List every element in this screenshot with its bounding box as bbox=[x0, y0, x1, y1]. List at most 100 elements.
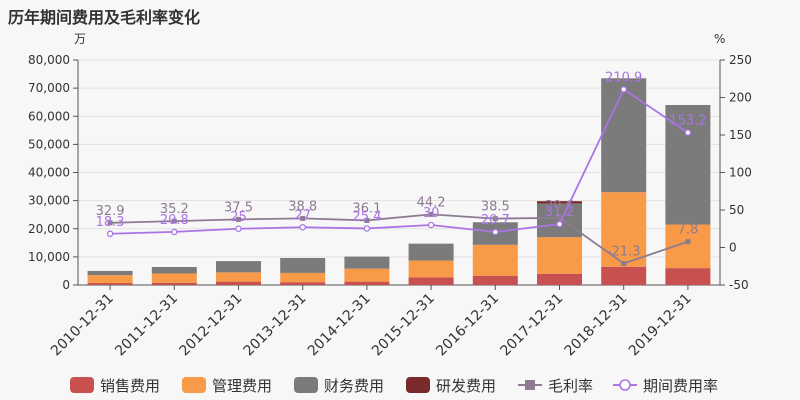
y-axis-unit: 万 bbox=[74, 32, 86, 46]
line-point bbox=[557, 215, 562, 221]
bar bbox=[665, 105, 711, 225]
y2-axis-unit: % bbox=[714, 32, 725, 46]
line-point bbox=[620, 86, 627, 93]
line-point bbox=[556, 220, 563, 228]
line-point bbox=[684, 129, 692, 136]
data-label: 20.8 bbox=[160, 213, 189, 228]
chart-title: 历年期间费用及毛利率变化 bbox=[8, 8, 201, 27]
line-point bbox=[621, 260, 627, 266]
data-label: 36.1 bbox=[352, 201, 381, 216]
bar bbox=[601, 266, 647, 285]
y2-tick-label: 50 bbox=[729, 203, 744, 217]
bar bbox=[537, 273, 582, 285]
bar bbox=[601, 78, 647, 193]
y-tick-label: 30,000 bbox=[28, 194, 70, 208]
series-line bbox=[110, 87, 689, 235]
y-tick-label: 20,000 bbox=[28, 222, 70, 236]
bar bbox=[216, 272, 261, 282]
bar bbox=[408, 277, 454, 285]
x-tick-label: 2015-12-31 bbox=[369, 291, 438, 360]
x-tick-label: 2016-12-31 bbox=[433, 291, 502, 360]
line-point bbox=[685, 239, 691, 245]
legend-swatch bbox=[182, 377, 206, 393]
y-tick-label: 80,000 bbox=[28, 53, 70, 67]
bar bbox=[408, 260, 454, 278]
x-tick-label: 2012-12-31 bbox=[176, 291, 245, 360]
legend-swatch bbox=[70, 377, 94, 393]
legend-marker bbox=[619, 379, 631, 391]
y2-tick-label: 250 bbox=[729, 53, 752, 67]
bar bbox=[408, 243, 454, 261]
x-tick-label: 2011-12-31 bbox=[112, 291, 181, 360]
data-label: 153.2 bbox=[669, 114, 706, 129]
y-tick-label: 50,000 bbox=[28, 137, 70, 151]
data-label: 30 bbox=[423, 206, 440, 221]
bar bbox=[151, 273, 197, 283]
data-label: 25.4 bbox=[352, 209, 381, 224]
line-point bbox=[107, 220, 113, 226]
line-point bbox=[236, 216, 241, 222]
bar bbox=[280, 258, 326, 273]
line-point bbox=[235, 225, 242, 232]
legend-label: 毛利率 bbox=[548, 377, 593, 395]
legend-swatch bbox=[406, 377, 430, 393]
bar bbox=[665, 268, 711, 285]
line-point bbox=[106, 230, 114, 238]
legend-label: 研发费用 bbox=[436, 377, 496, 395]
bar bbox=[151, 267, 197, 274]
bar bbox=[344, 281, 390, 285]
bar bbox=[344, 268, 390, 282]
legend-swatch bbox=[294, 377, 318, 393]
line-point bbox=[492, 216, 498, 222]
line-point bbox=[492, 228, 499, 236]
x-tick-label: 2010-12-31 bbox=[48, 291, 117, 360]
legend-label: 期间费用率 bbox=[643, 377, 718, 395]
data-label: 35.2 bbox=[160, 202, 189, 217]
x-tick-label: 2018-12-31 bbox=[562, 291, 631, 360]
data-label: 210.9 bbox=[605, 70, 642, 85]
line-point bbox=[171, 228, 178, 236]
legend-label: 财务费用 bbox=[324, 377, 384, 395]
data-label: 27 bbox=[294, 208, 311, 223]
bar bbox=[216, 261, 261, 273]
x-tick-label: 2013-12-31 bbox=[241, 291, 310, 360]
data-label: 37.5 bbox=[224, 200, 253, 215]
bar bbox=[87, 275, 133, 284]
line-point bbox=[363, 225, 371, 232]
y-tick-label: 0 bbox=[62, 278, 70, 292]
y2-tick-label: 0 bbox=[729, 241, 737, 255]
line-point bbox=[299, 223, 306, 231]
x-tick-label: 2014-12-31 bbox=[305, 291, 374, 360]
data-label: 31.2 bbox=[545, 205, 574, 220]
data-label: 18.3 bbox=[96, 215, 125, 230]
bar bbox=[537, 203, 582, 238]
bar bbox=[472, 275, 518, 285]
y-tick-label: 10,000 bbox=[28, 250, 70, 264]
x-tick-label: 2019-12-31 bbox=[626, 291, 695, 360]
data-label: -21.3 bbox=[607, 244, 641, 259]
data-label: 38.8 bbox=[288, 199, 317, 214]
bar bbox=[87, 270, 133, 276]
y-tick-label: 60,000 bbox=[28, 109, 70, 123]
data-label: 20.7 bbox=[481, 213, 510, 228]
legend-label: 销售费用 bbox=[100, 377, 160, 395]
y-tick-label: 70,000 bbox=[28, 81, 70, 95]
bar bbox=[537, 237, 582, 274]
y2-tick-label: 200 bbox=[729, 91, 752, 105]
data-label: 44.2 bbox=[417, 195, 446, 210]
series-line bbox=[110, 213, 689, 265]
data-label: 38.5 bbox=[481, 200, 510, 215]
y2-tick-label: 100 bbox=[729, 166, 752, 180]
line-point bbox=[300, 215, 306, 221]
legend-marker bbox=[525, 380, 535, 390]
bar bbox=[151, 282, 197, 285]
data-label: 25 bbox=[230, 210, 247, 225]
y-tick-label: 40,000 bbox=[28, 166, 70, 180]
x-tick-label: 2017-12-31 bbox=[497, 291, 566, 360]
bar bbox=[280, 282, 326, 285]
bar bbox=[280, 272, 326, 283]
bar bbox=[537, 201, 582, 204]
bar bbox=[472, 244, 518, 276]
line-point bbox=[428, 211, 434, 217]
